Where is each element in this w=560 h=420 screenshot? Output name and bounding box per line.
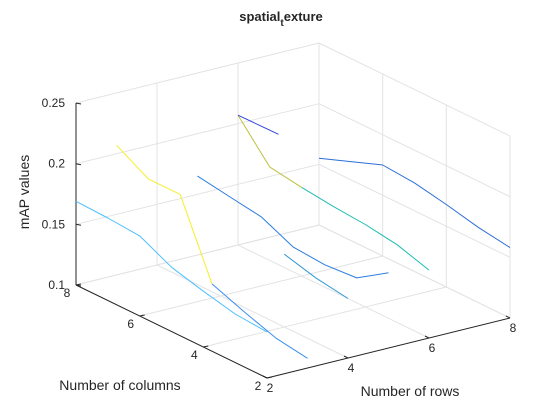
z-tick-mark: [76, 164, 81, 165]
y-axis-line: [76, 285, 267, 378]
y-tick-label: 6: [127, 317, 134, 331]
z-tick-label: 0.25: [42, 96, 66, 110]
x-tick-mark: [506, 316, 510, 318]
series-line-9: [319, 158, 510, 247]
z-tick-label: 0.2: [48, 157, 65, 171]
grid-layer: [76, 43, 510, 378]
y-axis-label: Number of columns: [59, 377, 180, 393]
grid-line-x-floor: [319, 225, 510, 318]
x-tick-label: 6: [429, 341, 436, 355]
chart-title: spatialtexture: [239, 9, 323, 29]
y-tick-mark: [267, 377, 272, 378]
y-tick-mark: [203, 346, 208, 347]
y-tick-label: 2: [255, 379, 262, 393]
x-tick-label: 8: [510, 321, 517, 335]
x-axis-label: Number of rows: [361, 383, 460, 399]
y-tick-label: 4: [191, 348, 198, 362]
series-line-4: [284, 254, 348, 298]
grid-line-y-floor: [140, 256, 383, 316]
z-tick-label: 0.1: [48, 278, 65, 292]
x-tick-label: 4: [348, 361, 355, 375]
grid-line-z-back: [76, 43, 319, 103]
x-axis-line: [267, 318, 510, 378]
z-axis-label: mAP values: [16, 155, 32, 229]
x-tick-mark: [344, 356, 348, 358]
grid-line-z-back: [76, 104, 319, 164]
x-tick-mark: [263, 376, 267, 378]
x-tick-label: 2: [267, 381, 274, 395]
grid-line-x-floor: [157, 265, 348, 358]
grid-line-z-back: [76, 164, 319, 224]
axes-layer: [76, 103, 510, 378]
grid-line-z-side: [319, 164, 510, 257]
series-layer: [76, 115, 510, 358]
grid-line-x-floor: [238, 245, 429, 338]
series-line-5: [198, 176, 389, 278]
z-tick-label: 0.15: [42, 217, 66, 231]
x-tick-mark: [425, 336, 429, 338]
y-tick-mark: [140, 315, 145, 316]
z-tick-mark: [76, 103, 81, 104]
z-tick-mark: [76, 224, 81, 225]
grid-line-z-side: [319, 43, 510, 136]
series-line-6: [302, 187, 429, 270]
grid-line-y-floor: [76, 225, 319, 285]
